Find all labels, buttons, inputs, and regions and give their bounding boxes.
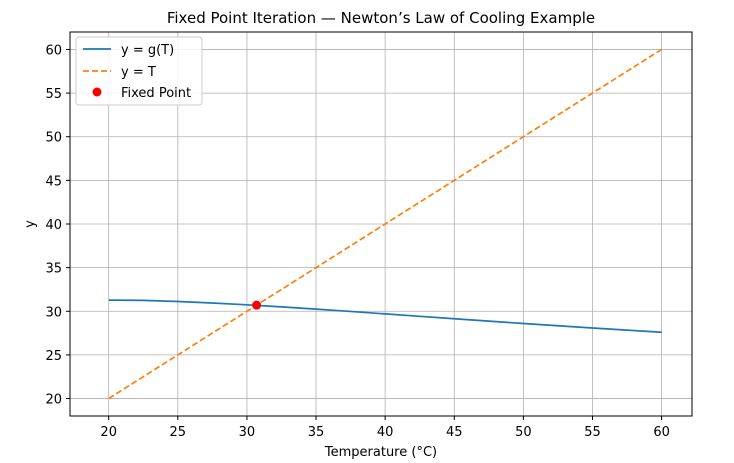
y-axis-label: y — [23, 220, 38, 228]
x-axis-label: Temperature (°C) — [324, 445, 437, 460]
legend-swatch-fixed-point — [92, 87, 102, 97]
x-tick-label: 25 — [170, 425, 187, 440]
grid — [70, 32, 692, 416]
x-tick-label: 30 — [239, 425, 256, 440]
y-tick-label: 45 — [45, 174, 62, 189]
legend-label-identity: y = T — [121, 65, 156, 80]
y-tick-label: 60 — [45, 43, 62, 58]
y-tick-label: 20 — [45, 393, 62, 408]
x-tick-label: 55 — [584, 425, 601, 440]
legend: y = g(T) y = T Fixed Point — [75, 36, 203, 106]
chart-title: Fixed Point Iteration — Newton’s Law of … — [167, 9, 595, 27]
x-axis: 20 25 30 35 40 45 50 55 60 — [100, 416, 670, 440]
y-tick-label: 50 — [45, 131, 62, 146]
fixed-point-marker — [252, 300, 262, 310]
series-line-0 — [108, 299, 662, 334]
x-tick-label: 20 — [100, 425, 117, 440]
y-axis: 20 25 30 35 40 45 50 55 60 — [45, 43, 70, 408]
x-tick-label: 60 — [653, 425, 670, 440]
y-tick-label: 55 — [45, 87, 62, 102]
y-tick-label: 25 — [45, 349, 62, 364]
y-tick-label: 30 — [45, 305, 62, 320]
y-tick-label: 40 — [45, 218, 62, 233]
x-tick-label: 40 — [377, 425, 394, 440]
legend-label-g: y = g(T) — [121, 43, 174, 58]
series-line-1 — [108, 48, 663, 400]
x-tick-label: 35 — [308, 425, 325, 440]
x-tick-label: 50 — [515, 425, 532, 440]
y-tick-label: 35 — [45, 262, 62, 277]
plot-area — [108, 48, 663, 400]
legend-box — [75, 36, 203, 106]
legend-label-fixed-point: Fixed Point — [121, 86, 191, 101]
x-tick-label: 45 — [446, 425, 463, 440]
